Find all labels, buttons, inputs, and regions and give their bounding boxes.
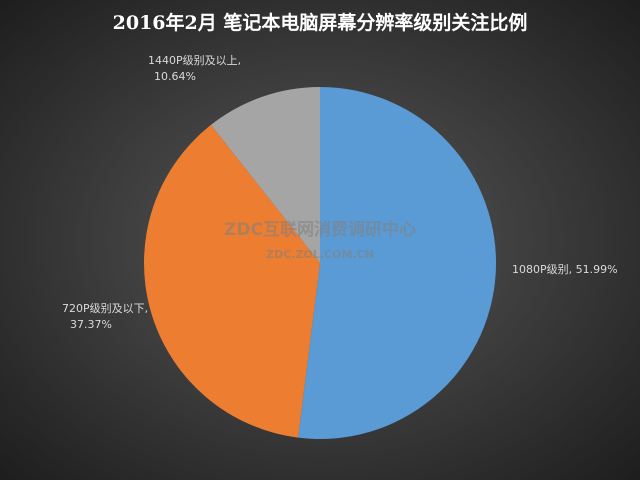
pie-slice bbox=[298, 87, 496, 439]
pie-slice bbox=[210, 87, 320, 263]
data-label: 1080P级别, 51.99% bbox=[512, 263, 618, 276]
data-label: 37.37% bbox=[70, 318, 112, 331]
data-label: 10.64% bbox=[154, 70, 196, 83]
data-label: 720P级别及以下, bbox=[62, 302, 148, 315]
chart-title: 2016年2月 笔记本电脑屏幕分辨率级别关注比例 bbox=[113, 11, 528, 34]
data-label: 1440P级别及以上, bbox=[148, 54, 241, 67]
pie bbox=[144, 87, 496, 439]
watermark: ZDC互联网消费调研中心 bbox=[224, 219, 416, 240]
watermark-url: ZDC.ZOL.COM.CN bbox=[266, 248, 374, 261]
pie-slice bbox=[144, 124, 320, 438]
